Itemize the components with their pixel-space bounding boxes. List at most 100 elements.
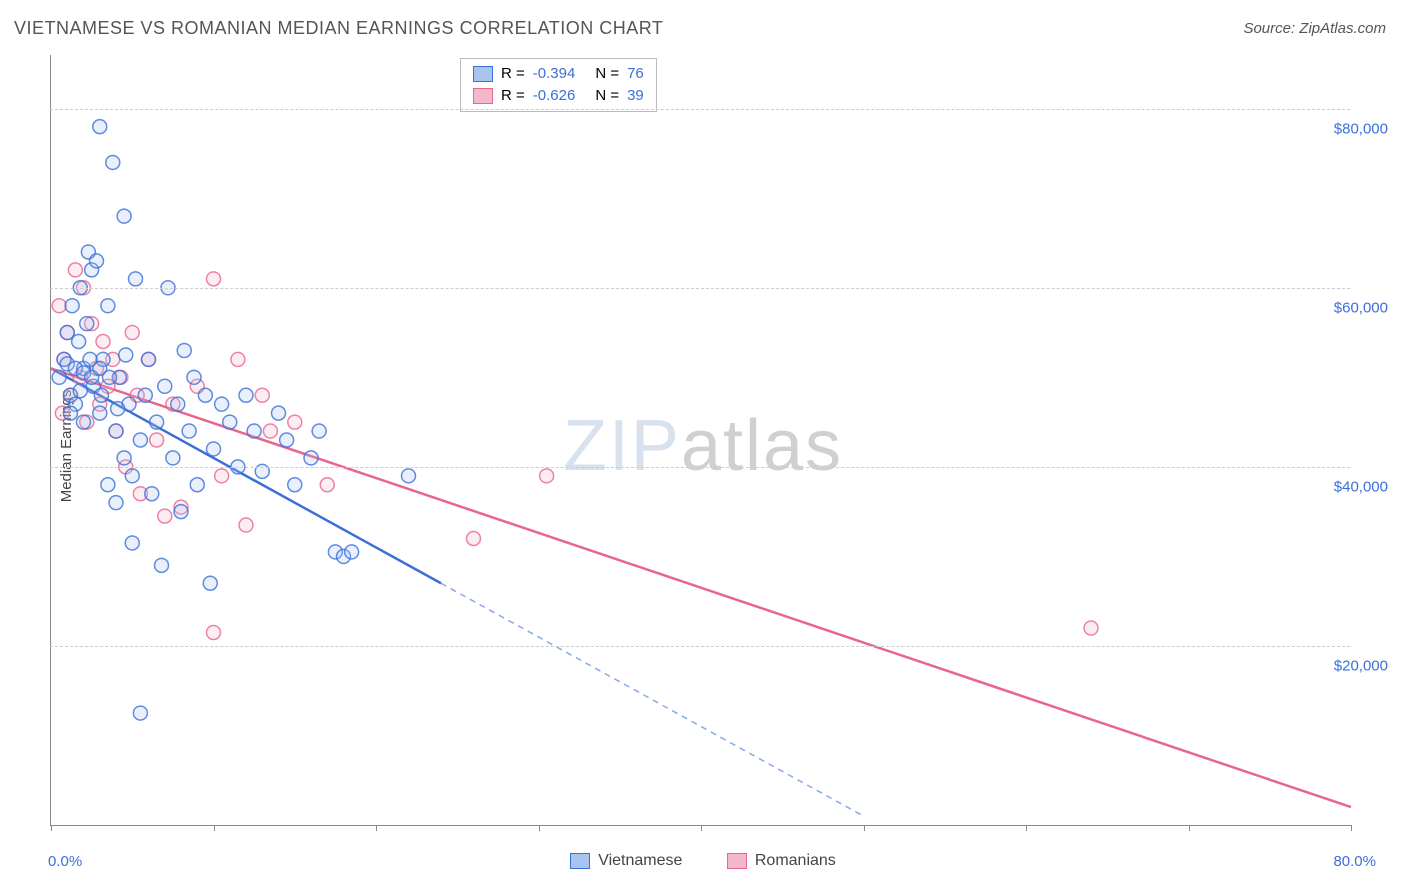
data-point-vietnamese [119, 348, 133, 362]
data-point-vietnamese [125, 469, 139, 483]
swatch-romanians [473, 88, 493, 104]
chart-svg [51, 55, 1351, 825]
legend-series: Vietnamese Romanians [0, 852, 1406, 874]
data-point-vietnamese [83, 352, 97, 366]
data-point-romanians [263, 424, 277, 438]
gridline-h [50, 467, 1350, 468]
data-point-vietnamese [65, 299, 79, 313]
swatch-bottom-romanians [727, 853, 747, 869]
data-point-vietnamese [150, 415, 164, 429]
data-point-vietnamese [93, 406, 107, 420]
data-point-vietnamese [77, 415, 91, 429]
data-point-vietnamese [73, 384, 87, 398]
data-point-vietnamese [239, 388, 253, 402]
data-point-vietnamese [304, 451, 318, 465]
data-point-vietnamese [312, 424, 326, 438]
gridline-h [50, 646, 1350, 647]
data-point-vietnamese [166, 451, 180, 465]
data-point-romanians [320, 478, 334, 492]
data-point-vietnamese [207, 442, 221, 456]
data-point-vietnamese [138, 388, 152, 402]
data-point-vietnamese [345, 545, 359, 559]
data-point-vietnamese [117, 209, 131, 223]
data-point-vietnamese [402, 469, 416, 483]
data-point-vietnamese [117, 451, 131, 465]
data-point-romanians [231, 352, 245, 366]
data-point-vietnamese [174, 505, 188, 519]
gridline-h [50, 109, 1350, 110]
swatch-vietnamese [473, 66, 493, 82]
data-point-vietnamese [90, 254, 104, 268]
data-point-vietnamese [177, 343, 191, 357]
data-point-vietnamese [109, 496, 123, 510]
data-point-vietnamese [80, 317, 94, 331]
data-point-vietnamese [145, 487, 159, 501]
data-point-vietnamese [106, 155, 120, 169]
data-point-vietnamese [171, 397, 185, 411]
y-tick-label: $80,000 [1334, 120, 1388, 137]
swatch-bottom-vietnamese [570, 853, 590, 869]
data-point-vietnamese [190, 478, 204, 492]
data-point-romanians [96, 335, 110, 349]
chart-title: VIETNAMESE VS ROMANIAN MEDIAN EARNINGS C… [14, 18, 663, 39]
y-tick-label: $40,000 [1334, 478, 1388, 495]
legend-item-romanians: Romanians [727, 852, 836, 870]
n-label-0: N = [595, 63, 619, 85]
r-label-1: R = [501, 85, 525, 107]
series-label-0: Vietnamese [598, 852, 682, 870]
data-point-vietnamese [111, 402, 125, 416]
data-point-vietnamese [103, 370, 117, 384]
data-point-romanians [150, 433, 164, 447]
x-tick [51, 825, 52, 831]
data-point-vietnamese [280, 433, 294, 447]
data-point-romanians [125, 326, 139, 340]
data-point-vietnamese [64, 406, 78, 420]
data-point-romanians [207, 626, 221, 640]
regression-line-romanians [51, 368, 1351, 807]
data-point-vietnamese [52, 370, 66, 384]
legend-item-vietnamese: Vietnamese [570, 852, 682, 870]
legend-row-romanians: R = -0.626 N = 39 [473, 85, 644, 107]
x-tick [1189, 825, 1190, 831]
n-value-0: 76 [627, 63, 644, 85]
data-point-romanians [68, 263, 82, 277]
x-tick [701, 825, 702, 831]
x-min-label: 0.0% [48, 853, 82, 870]
data-point-vietnamese [94, 388, 108, 402]
y-tick-label: $60,000 [1334, 299, 1388, 316]
x-tick [376, 825, 377, 831]
data-point-vietnamese [203, 576, 217, 590]
data-point-vietnamese [215, 397, 229, 411]
source-attribution: Source: ZipAtlas.com [1243, 20, 1386, 37]
x-tick [864, 825, 865, 831]
x-tick [539, 825, 540, 831]
data-point-vietnamese [72, 335, 86, 349]
r-value-1: -0.626 [533, 85, 576, 107]
data-point-romanians [239, 518, 253, 532]
legend-row-vietnamese: R = -0.394 N = 76 [473, 63, 644, 85]
data-point-vietnamese [133, 433, 147, 447]
legend-correlation: R = -0.394 N = 76 R = -0.626 N = 39 [460, 58, 657, 112]
data-point-vietnamese [93, 120, 107, 134]
regression-line-dashed-vietnamese [441, 583, 864, 816]
data-point-vietnamese [272, 406, 286, 420]
data-point-vietnamese [101, 299, 115, 313]
x-tick [214, 825, 215, 831]
n-value-1: 39 [627, 85, 644, 107]
data-point-romanians [540, 469, 554, 483]
data-point-vietnamese [288, 478, 302, 492]
data-point-vietnamese [101, 478, 115, 492]
data-point-romanians [1084, 621, 1098, 635]
y-tick-label: $20,000 [1334, 657, 1388, 674]
series-label-1: Romanians [755, 852, 836, 870]
data-point-vietnamese [109, 424, 123, 438]
x-tick [1351, 825, 1352, 831]
data-point-romanians [207, 272, 221, 286]
data-point-vietnamese [129, 272, 143, 286]
data-point-vietnamese [125, 536, 139, 550]
x-max-label: 80.0% [1333, 853, 1376, 870]
data-point-vietnamese [158, 379, 172, 393]
data-point-vietnamese [223, 415, 237, 429]
plot-area [50, 55, 1351, 826]
data-point-vietnamese [182, 424, 196, 438]
